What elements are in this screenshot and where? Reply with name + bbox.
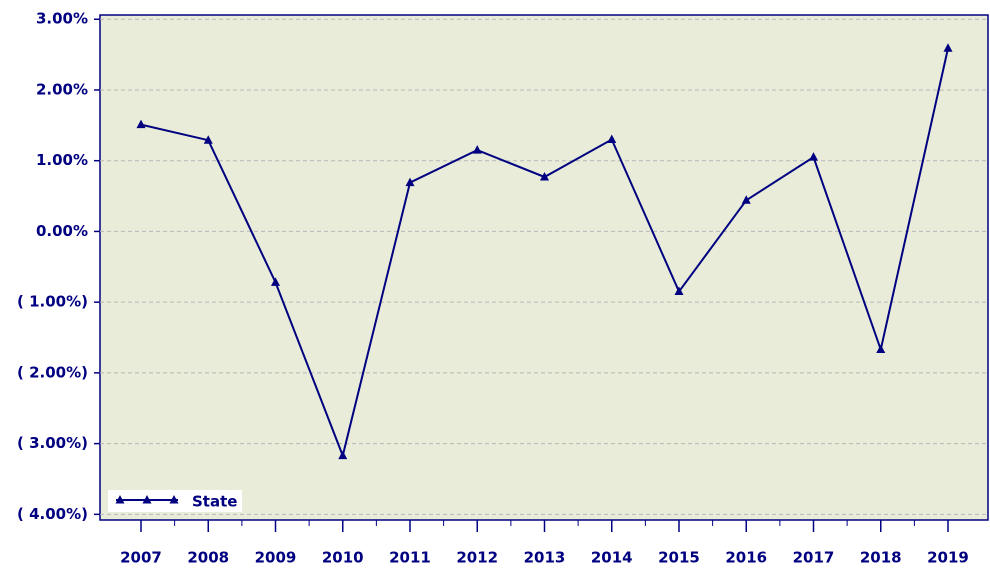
y-tick-label: 3.00% xyxy=(36,10,88,28)
y-tick-label: ( 3.00%) xyxy=(17,434,88,452)
x-tick-label: 2013 xyxy=(524,549,566,567)
plot-area xyxy=(99,14,989,521)
x-tick-label: 2014 xyxy=(591,549,633,567)
legend-label: State xyxy=(192,493,237,511)
x-tick-label: 2012 xyxy=(456,549,498,567)
y-tick-label: ( 4.00%) xyxy=(17,505,88,523)
legend-marker xyxy=(115,495,125,504)
marker xyxy=(809,152,818,161)
y-tick-label: 0.00% xyxy=(36,222,88,240)
y-tick-label: ( 1.00%) xyxy=(17,293,88,311)
marker xyxy=(540,171,549,181)
legend: State xyxy=(108,490,242,512)
marker xyxy=(607,134,617,143)
x-tick-label: 2009 xyxy=(255,549,297,567)
marker xyxy=(741,195,751,204)
x-tick-label: 2007 xyxy=(120,549,162,567)
x-tick-label: 2015 xyxy=(658,549,700,567)
marker xyxy=(271,277,280,286)
y-tick-label: 1.00% xyxy=(36,151,88,169)
x-tick-label: 2019 xyxy=(927,549,969,567)
x-tick-label: 2016 xyxy=(725,549,767,567)
marker xyxy=(943,43,953,52)
x-tick-label: 2010 xyxy=(322,549,364,567)
marker xyxy=(136,119,146,129)
marker xyxy=(472,145,482,154)
x-tick-label: 2017 xyxy=(793,549,835,567)
x-tick-label: 2011 xyxy=(389,549,431,567)
x-tick-label: 2008 xyxy=(187,549,229,567)
marker xyxy=(405,177,415,187)
y-tick-label: ( 2.00%) xyxy=(17,363,88,381)
marker xyxy=(338,450,348,460)
y-tick-label: 2.00% xyxy=(36,80,88,98)
marker xyxy=(203,135,213,144)
legend-marker xyxy=(142,495,152,504)
marker xyxy=(674,286,684,296)
marker xyxy=(876,344,886,354)
legend-marker xyxy=(169,495,179,504)
x-tick-label: 2018 xyxy=(860,549,902,567)
